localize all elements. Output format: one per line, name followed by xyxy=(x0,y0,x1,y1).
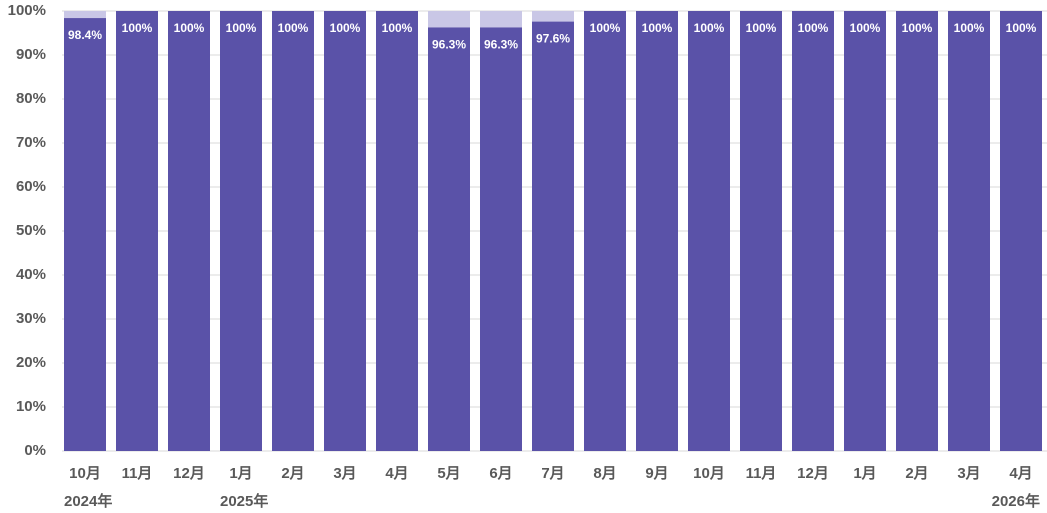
bar-segment xyxy=(896,11,938,451)
bar-segment xyxy=(532,21,574,452)
value-label: 97.6% xyxy=(536,32,570,46)
x-tick-label: 9月 xyxy=(645,465,668,482)
y-tick-label: 60% xyxy=(16,178,46,195)
x-tick-label: 3月 xyxy=(333,465,356,482)
bar-segment xyxy=(428,27,470,452)
bar-segment xyxy=(272,11,314,451)
y-tick-label: 80% xyxy=(16,90,46,107)
x-tick-label: 5月 xyxy=(437,465,460,482)
x-tick-label: 8月 xyxy=(593,465,616,482)
y-tick-label: 50% xyxy=(16,222,46,239)
bar-segment xyxy=(64,11,106,19)
bar-segment xyxy=(220,11,262,451)
bar-segment xyxy=(64,18,106,451)
x-tick-label: 6月 xyxy=(489,465,512,482)
value-label: 100% xyxy=(850,21,881,35)
value-label: 100% xyxy=(174,21,205,35)
x-tick-label: 1月 xyxy=(853,465,876,482)
bar-segment xyxy=(116,11,158,451)
bar-segment xyxy=(844,11,886,451)
x-tick-label: 11月 xyxy=(746,465,777,482)
bar-segment xyxy=(584,11,626,451)
y-tick-label: 100% xyxy=(8,2,46,19)
value-label: 100% xyxy=(122,21,153,35)
y-tick-label: 40% xyxy=(16,266,46,283)
x-tick-label: 11月 xyxy=(122,465,153,482)
value-label: 100% xyxy=(278,21,309,35)
bar-segment xyxy=(428,11,470,28)
value-label: 100% xyxy=(746,21,777,35)
value-label: 100% xyxy=(954,21,985,35)
x-tick-label: 1月 xyxy=(229,465,252,482)
bar-segment xyxy=(1000,11,1042,451)
bar-segment xyxy=(740,11,782,451)
x-tick-label: 3月 xyxy=(957,465,980,482)
value-label: 100% xyxy=(330,21,361,35)
x-tick-label: 4月 xyxy=(1009,465,1032,482)
value-label: 96.3% xyxy=(484,37,518,51)
bar-segment xyxy=(376,11,418,451)
x-tick-label: 10月 xyxy=(69,465,101,482)
y-tick-label: 30% xyxy=(16,310,46,327)
year-label: 2024年 xyxy=(64,492,112,510)
year-label: 2025年 xyxy=(220,492,268,510)
bar-segment xyxy=(168,11,210,451)
x-tick-label: 2月 xyxy=(905,465,928,482)
bar-segment xyxy=(688,11,730,451)
x-tick-label: 12月 xyxy=(797,465,829,482)
value-label: 100% xyxy=(590,21,621,35)
x-tick-label: 10月 xyxy=(693,465,725,482)
bar-segment xyxy=(480,11,522,28)
bar-segment xyxy=(792,11,834,451)
bar-segment xyxy=(532,11,574,22)
value-label: 100% xyxy=(798,21,829,35)
value-label: 100% xyxy=(694,21,725,35)
value-label: 100% xyxy=(1006,21,1037,35)
value-label: 96.3% xyxy=(432,37,466,51)
y-tick-label: 70% xyxy=(16,134,46,151)
x-tick-label: 12月 xyxy=(173,465,205,482)
y-tick-label: 0% xyxy=(24,442,46,459)
year-label: 2026年 xyxy=(992,492,1040,510)
value-label: 98.4% xyxy=(68,28,102,42)
value-label: 100% xyxy=(226,21,257,35)
value-label: 100% xyxy=(642,21,673,35)
x-tick-label: 4月 xyxy=(385,465,408,482)
y-tick-label: 10% xyxy=(16,398,46,415)
x-tick-label: 7月 xyxy=(541,465,564,482)
bar-segment xyxy=(480,27,522,452)
value-label: 100% xyxy=(902,21,933,35)
bar-segment xyxy=(948,11,990,451)
y-tick-label: 90% xyxy=(16,46,46,63)
x-tick-label: 2月 xyxy=(281,465,304,482)
value-label: 100% xyxy=(382,21,413,35)
bar-segment xyxy=(324,11,366,451)
bar-segment xyxy=(636,11,678,451)
y-tick-label: 20% xyxy=(16,354,46,371)
